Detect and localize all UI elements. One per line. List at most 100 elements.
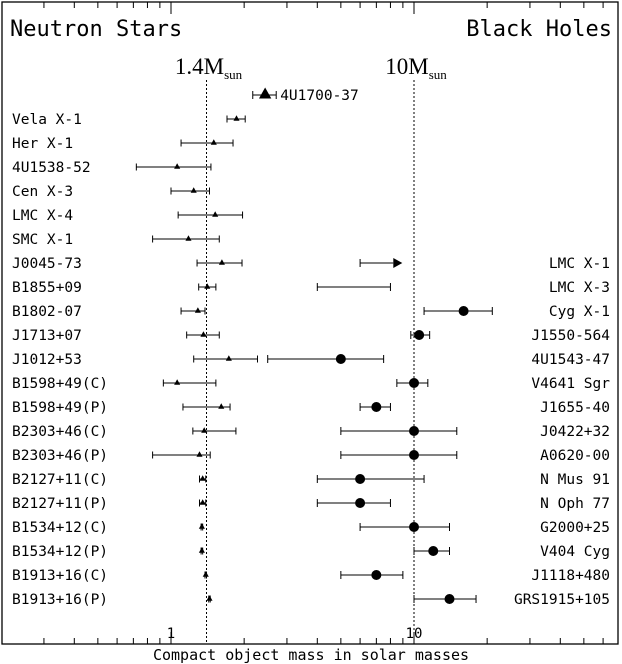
triangle-marker: [194, 307, 201, 313]
point-label: 4U1538-52: [12, 160, 91, 176]
triangle-marker: [199, 475, 206, 481]
bh-point: N Oph 77: [316, 496, 610, 512]
ns-point: J1012+53: [12, 352, 259, 368]
bh-point: J0422+32: [340, 424, 610, 440]
triangle-marker: [218, 259, 225, 265]
bh-point: J1655-40: [359, 400, 610, 416]
circle-marker: [409, 378, 419, 388]
circle-marker: [414, 330, 425, 340]
point-label: J1118+480: [531, 568, 610, 584]
ns-point: B1598+49(P): [12, 400, 231, 416]
point-label: B1855+09: [12, 280, 82, 296]
triangle-marker: [206, 595, 213, 601]
ns-point: B1534+12(P): [12, 544, 205, 560]
point-label: B1913+16(P): [12, 592, 108, 608]
circle-marker: [355, 498, 366, 508]
x-tick-label: 10: [406, 626, 423, 642]
ns-point: B1802-07: [12, 304, 206, 320]
triangle-marker: [174, 379, 181, 385]
point-label: A0620-00: [540, 448, 610, 464]
circle-marker: [458, 306, 469, 316]
triangle-marker: [201, 427, 208, 433]
circle-marker: [355, 474, 366, 484]
reference-label: 1.4Msun: [175, 54, 243, 82]
point-label: V404 Cyg: [540, 544, 610, 560]
point-label: J1713+07: [12, 328, 82, 344]
point-label: J1655-40: [540, 400, 610, 416]
bh-point: J1550-564: [410, 328, 610, 344]
point-label: B1598+49(P): [12, 400, 108, 416]
ns-point: B1913+16(C): [12, 568, 209, 584]
circle-marker: [409, 522, 419, 532]
bh-point: LMC X-3: [316, 280, 610, 296]
point-label: G2000+25: [540, 520, 610, 536]
ns-point: B1598+49(C): [12, 376, 217, 392]
circle-marker: [409, 426, 419, 436]
triangle-marker: [258, 87, 272, 99]
ns-point: B2303+46(C): [12, 424, 237, 440]
bh-point: V4641 Sgr: [396, 376, 610, 392]
point-label: B1534+12(P): [12, 544, 108, 560]
reference-label: 10Msun: [385, 54, 447, 82]
x-axis-label: Compact object mass in solar masses: [153, 646, 469, 664]
title-right: Black Holes: [466, 17, 612, 42]
ns-point: LMC X-4: [12, 208, 244, 224]
ns-point: J0045-73: [12, 256, 243, 272]
point-label: B1598+49(C): [12, 376, 108, 392]
x-tick-label: 1: [167, 626, 175, 642]
point-label: GRS1915+105: [514, 592, 610, 608]
point-label: B2127+11(C): [12, 472, 108, 488]
point-label: Cyg X-1: [549, 304, 610, 320]
point-label: Her X-1: [12, 136, 73, 152]
point-label: Cen X-3: [12, 184, 73, 200]
point-label: LMC X-1: [549, 256, 610, 272]
bh-point: Cyg X-1: [423, 304, 610, 320]
triangle-marker: [225, 355, 232, 361]
point-label: B2303+46(C): [12, 424, 108, 440]
triangle-marker: [204, 283, 211, 289]
triangle-marker: [233, 115, 240, 121]
point-label: N Mus 91: [540, 472, 610, 488]
circle-marker: [444, 594, 455, 604]
ns-point: B2127+11(C): [12, 472, 207, 488]
ns-point: 4U1700-37: [252, 87, 359, 104]
point-label: V4641 Sgr: [531, 376, 610, 392]
triangle-marker: [199, 499, 206, 505]
point-label: B1802-07: [12, 304, 82, 320]
ns-point: Her X-1: [12, 136, 234, 152]
bh-point: LMC X-1: [359, 256, 610, 272]
circle-marker: [371, 570, 382, 580]
bh-point: GRS1915+105: [413, 592, 610, 608]
point-label: Vela X-1: [12, 112, 82, 128]
point-label: LMC X-3: [549, 280, 610, 296]
point-label: 4U1543-47: [531, 352, 610, 368]
point-label: SMC X-1: [12, 232, 73, 248]
triangle-marker: [174, 163, 181, 169]
ns-point: J1713+07: [12, 328, 220, 344]
ns-point: B2127+11(P): [12, 496, 207, 512]
triangle-marker: [196, 451, 203, 457]
triangle-marker: [198, 547, 205, 553]
point-label: B2127+11(P): [12, 496, 108, 512]
circle-marker: [335, 354, 346, 364]
bh-point: J1118+480: [340, 568, 610, 584]
title-left: Neutron Stars: [10, 17, 182, 42]
circle-marker: [371, 402, 382, 412]
point-label: B1534+12(C): [12, 520, 108, 536]
triangle-marker: [190, 187, 197, 193]
arrow-head: [393, 258, 403, 268]
bh-point: G2000+25: [359, 520, 610, 536]
point-label: B1913+16(C): [12, 568, 108, 584]
circle-marker: [428, 546, 439, 556]
triangle-marker: [202, 571, 209, 577]
point-label: J1550-564: [531, 328, 610, 344]
ns-point: B1855+09: [12, 280, 217, 296]
triangle-marker: [212, 211, 219, 217]
bh-point: V404 Cyg: [413, 544, 610, 560]
point-label: N Oph 77: [540, 496, 610, 512]
ns-point: B1534+12(C): [12, 520, 205, 536]
ns-point: 4U1538-52: [12, 160, 212, 176]
point-label: J0422+32: [540, 424, 610, 440]
triangle-marker: [200, 331, 207, 337]
